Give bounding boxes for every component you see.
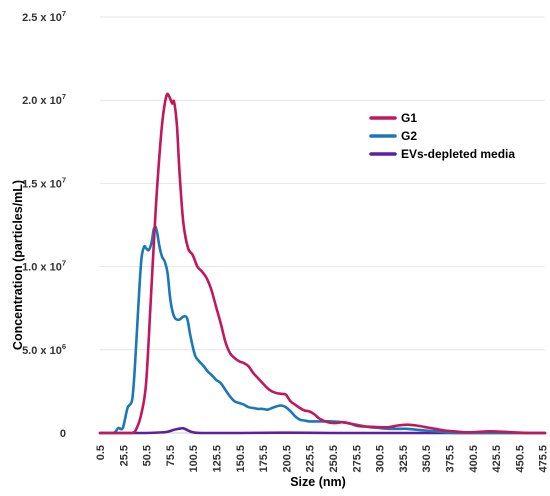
y-tick-exponent: 7 (62, 259, 66, 268)
x-tick-label: 50.5 (142, 445, 154, 466)
x-tick-label: 125.5 (211, 445, 223, 473)
y-tick-label: 0 (60, 428, 66, 440)
legend-label-evs-depleted-media: EVs-depleted media (401, 147, 515, 161)
x-axis-label: Size (nm) (290, 475, 346, 489)
x-tick-label: 350.5 (421, 445, 433, 473)
x-tick-label: 0.5 (95, 445, 107, 460)
grid (100, 16, 545, 351)
series-line-evs-depleted-media (98, 426, 547, 435)
series-line-g2 (98, 225, 547, 435)
legend: G1 G2 EVs-depleted media (369, 111, 515, 161)
x-tick-label: 100.5 (188, 445, 200, 473)
y-axis-label: Concentration (particles/mL) (11, 180, 25, 350)
x-tick-label: 475.5 (538, 445, 550, 473)
y-tick-mantissa: 2.5 x 10 (22, 12, 62, 24)
y-tick-mantissa: 1.0 x 10 (22, 262, 62, 274)
y-tick-mantissa: 1.5 x 10 (22, 178, 62, 190)
x-tick-label: 325.5 (398, 445, 410, 473)
x-tick-label: 175.5 (258, 445, 270, 473)
y-tick-label: 2.0 x 107 (22, 92, 66, 107)
y-tick-label: 2.5 x 107 (22, 9, 66, 24)
x-tick-label: 450.5 (514, 445, 526, 473)
y-tick-label: 5.0 x 106 (22, 342, 66, 357)
series (98, 92, 547, 435)
y-tick-mantissa: 5.0 x 10 (22, 345, 62, 357)
legend-label-g2: G2 (401, 129, 417, 143)
x-tick-label: 425.5 (491, 445, 503, 473)
x-axis-ticks: 0.5 25.5 50.5 75.5 100.5 125.5 150.5 175.5 200.5… (95, 445, 550, 473)
x-tick-label: 400.5 (468, 445, 480, 473)
y-tick-label: 1.0 x 107 (22, 259, 66, 274)
x-tick-label: 75.5 (165, 445, 177, 466)
y-tick-label: 1.5 x 107 (22, 175, 66, 190)
series-line-g1 (98, 92, 547, 435)
x-tick-label: 375.5 (444, 445, 456, 473)
x-tick-label: 250.5 (328, 445, 340, 473)
y-tick-exponent: 7 (62, 92, 66, 101)
x-tick-label: 300.5 (375, 445, 387, 473)
y-tick-mantissa: 2.0 x 10 (22, 95, 62, 107)
y-tick-exponent: 6 (62, 342, 66, 351)
legend-label-g1: G1 (401, 111, 417, 125)
y-tick-exponent: 7 (62, 175, 66, 184)
x-tick-label: 200.5 (281, 445, 293, 473)
x-tick-label: 275.5 (351, 445, 363, 473)
y-tick-exponent: 7 (62, 9, 66, 18)
x-tick-label: 25.5 (118, 445, 130, 466)
x-tick-label: 225.5 (305, 445, 317, 473)
x-tick-label: 150.5 (235, 445, 247, 473)
